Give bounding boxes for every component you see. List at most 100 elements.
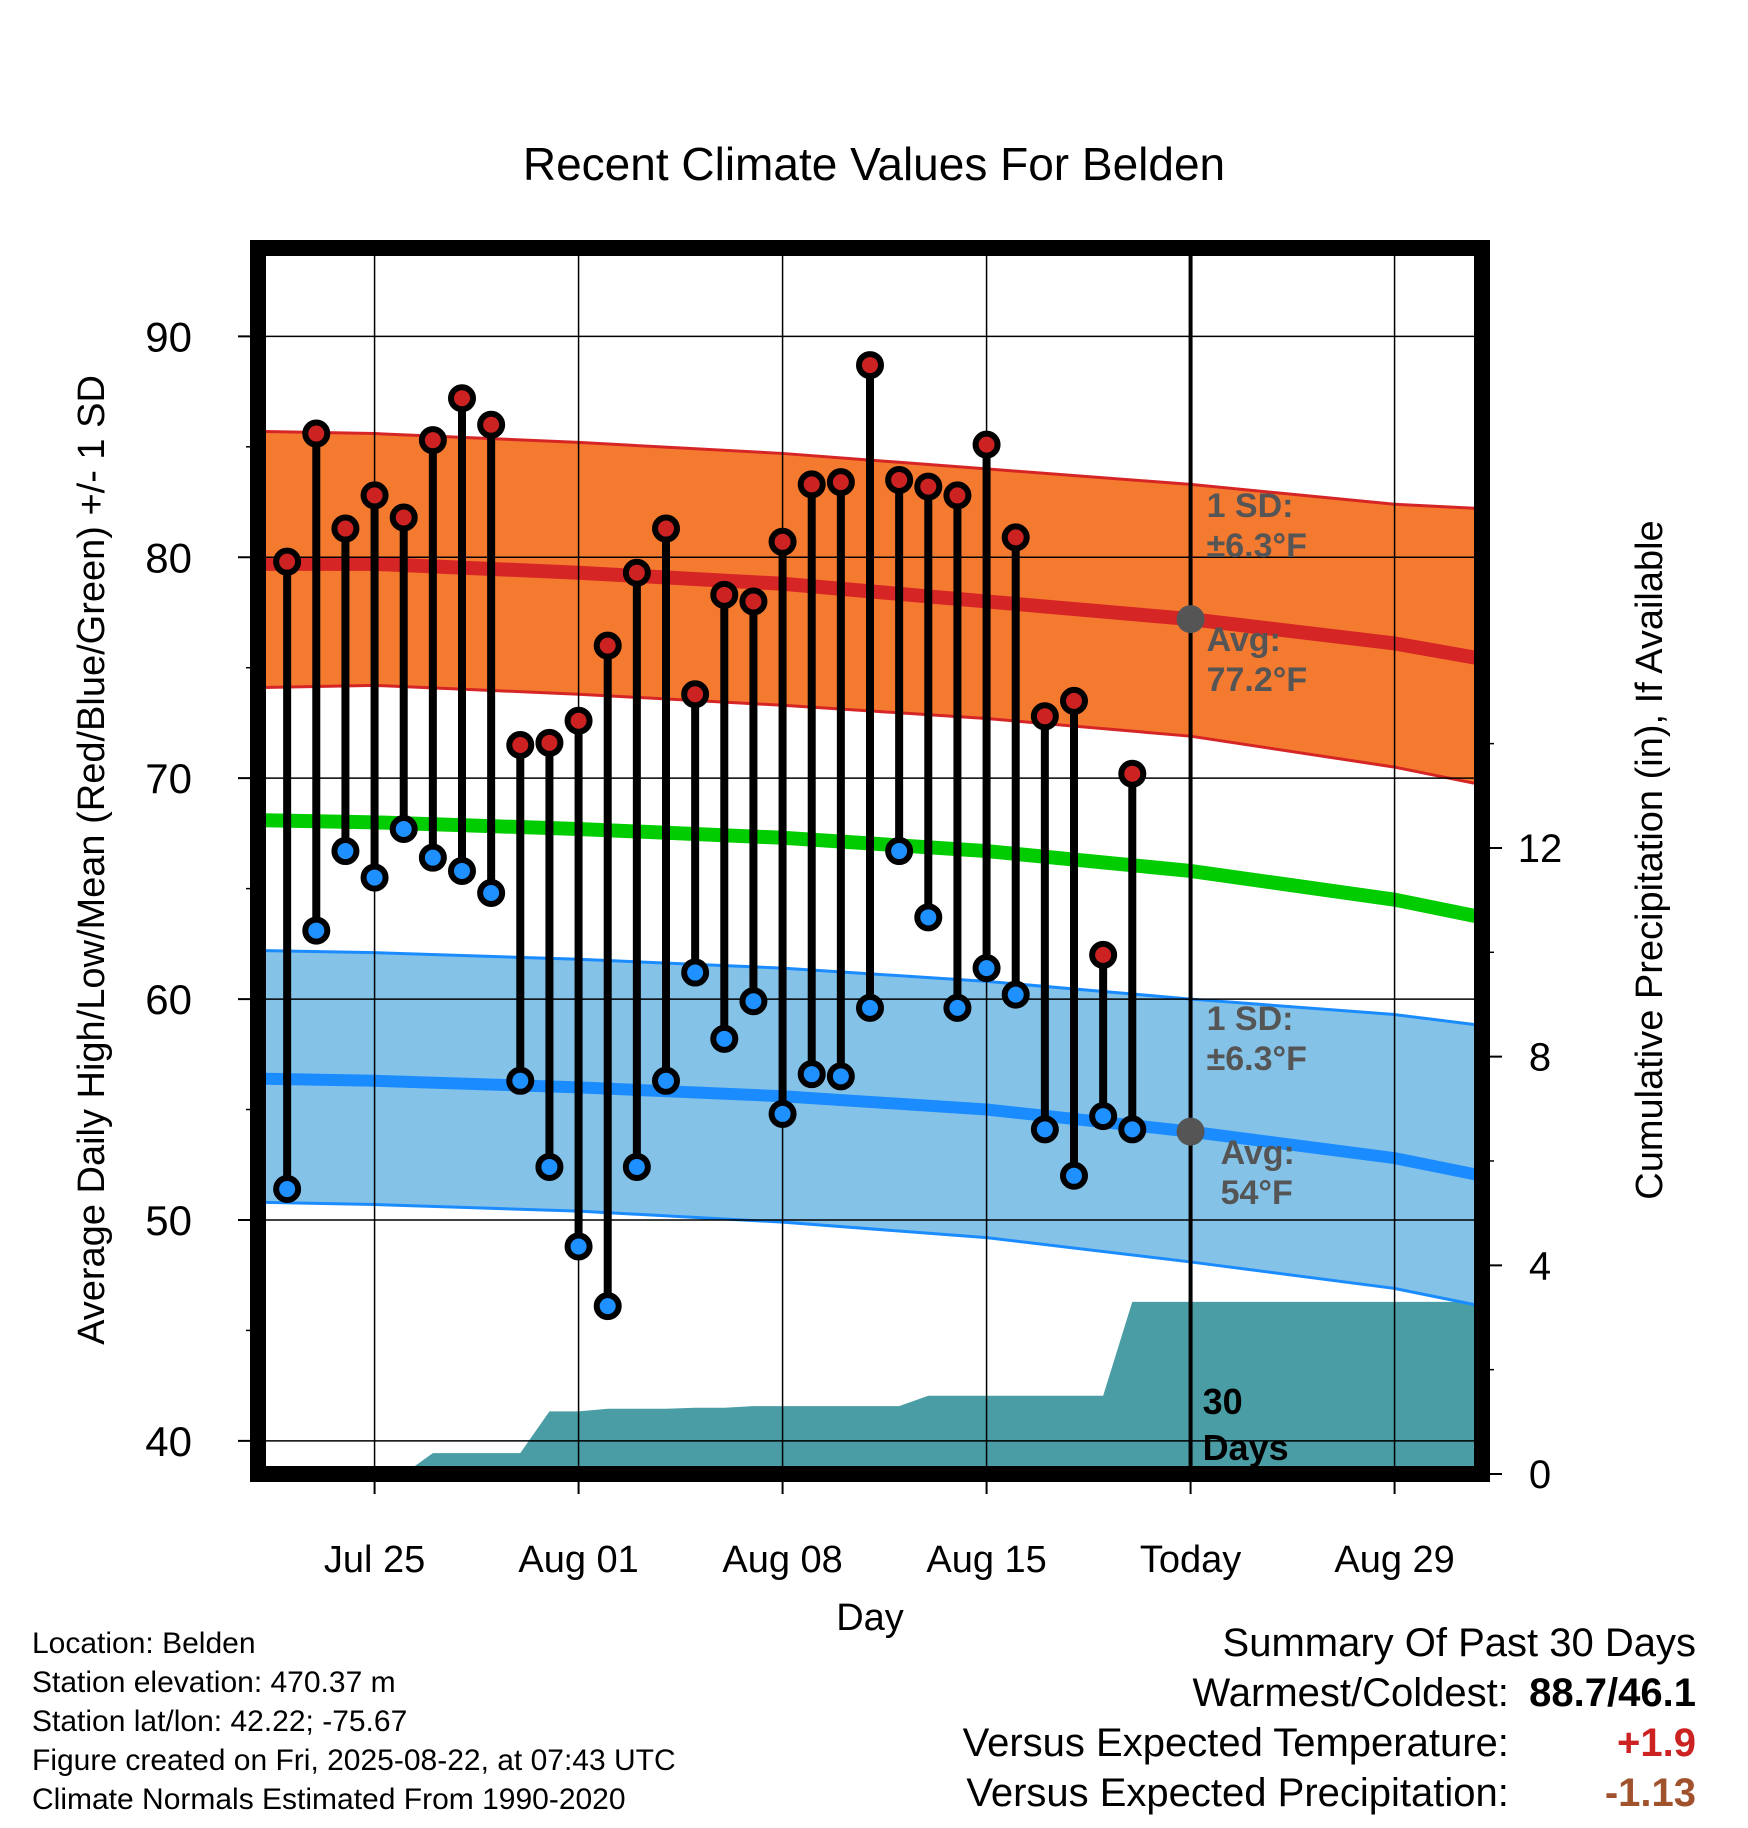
x-tick-label: Today bbox=[1140, 1539, 1241, 1581]
low-sd-annotation-line: 1 SD: bbox=[1207, 1000, 1294, 1038]
daily-high-point bbox=[535, 728, 564, 757]
high-normal-line bbox=[258, 556, 1482, 666]
daily-low-point bbox=[1001, 980, 1030, 1009]
daily-high-point bbox=[739, 587, 768, 616]
daily-low-point bbox=[972, 954, 1001, 983]
daily-high-point bbox=[360, 481, 389, 510]
daily-low-point bbox=[652, 1066, 680, 1095]
window-days-label: 30 Days bbox=[1203, 1381, 1289, 1468]
low-avg-annotation: Avg: 54°F bbox=[1221, 1134, 1295, 1212]
temp-row: Versus Expected Temperature: +1.9 bbox=[963, 1718, 1696, 1768]
y2-axis-label: Cumulative Precipitation (in), If Availa… bbox=[1629, 520, 1671, 1199]
high-avg-annotation-line: Avg: bbox=[1207, 621, 1281, 659]
daily-low-point bbox=[856, 993, 884, 1022]
daily-high-point bbox=[826, 468, 855, 497]
precip-area bbox=[287, 1301, 1482, 1474]
daily-low-point bbox=[1118, 1115, 1147, 1144]
low-sd-band-lower-edge bbox=[258, 1200, 1482, 1308]
daily-low-point bbox=[331, 837, 360, 866]
daily-high-point bbox=[1060, 686, 1088, 715]
x-tick-label: Aug 15 bbox=[926, 1539, 1046, 1581]
daily-low-point bbox=[360, 863, 389, 892]
daily-high-point bbox=[681, 680, 710, 709]
daily-high-point bbox=[943, 481, 972, 510]
daily-high-point bbox=[1030, 702, 1059, 731]
daily-high-point bbox=[273, 547, 302, 576]
y-tick-label: 90 bbox=[145, 313, 192, 360]
temp-label: Versus Expected Temperature: bbox=[962, 1721, 1509, 1765]
window-days-label-line: Days bbox=[1203, 1427, 1289, 1468]
low-avg-annotation-line: Avg: bbox=[1221, 1134, 1295, 1172]
high-sd-annotation-line: 1 SD: bbox=[1207, 487, 1294, 525]
daily-high-point bbox=[448, 384, 476, 413]
daily-low-point bbox=[418, 843, 447, 872]
temp-value: +1.9 bbox=[1617, 1721, 1696, 1765]
x-tick-label: Aug 08 bbox=[722, 1539, 842, 1581]
location-text: Location: Belden bbox=[32, 1627, 256, 1660]
daily-high-point bbox=[302, 419, 331, 448]
daily-high-point bbox=[768, 527, 797, 556]
daily-high-point bbox=[652, 514, 680, 543]
low-sd-annotation-line: ±6.3°F bbox=[1207, 1040, 1307, 1078]
daily-high-point bbox=[506, 731, 535, 760]
daily-low-point bbox=[477, 879, 506, 908]
high-sd-annotation: 1 SD: ±6.3°F bbox=[1207, 487, 1307, 565]
daily-low-point bbox=[943, 993, 972, 1022]
precip-label: Versus Expected Precipitation: bbox=[966, 1771, 1509, 1815]
y2-tick-label: 12 bbox=[1518, 827, 1563, 871]
daily-low-point bbox=[710, 1024, 739, 1053]
warm-cold-row: Warmest/Coldest: 88.7/46.1 bbox=[963, 1668, 1697, 1718]
daily-low-point bbox=[885, 837, 914, 866]
daily-low-point bbox=[768, 1099, 797, 1128]
daily-high-point bbox=[1001, 523, 1030, 552]
daily-high-point bbox=[418, 426, 447, 455]
high-avg-annotation: Avg: 77.2°F bbox=[1207, 621, 1308, 699]
warm-cold-value: 88.7/46.1 bbox=[1529, 1671, 1696, 1715]
y-tick-label: 60 bbox=[145, 976, 192, 1023]
summary-heading: Summary Of Past 30 Days bbox=[1222, 1621, 1696, 1665]
latlon-text: Station lat/lon: 42.22; -75.67 bbox=[32, 1705, 408, 1738]
today-high-normal-point bbox=[1176, 605, 1205, 634]
y-tick-label: 80 bbox=[145, 534, 192, 581]
low-sd-band bbox=[258, 950, 1482, 1307]
high-sd-annotation-line: ±6.3°F bbox=[1207, 527, 1307, 565]
precip-value: -1.13 bbox=[1604, 1771, 1696, 1815]
daily-low-point bbox=[681, 958, 710, 987]
low-sd-band-upper-edge bbox=[258, 948, 1482, 1028]
y2-tick-label: 0 bbox=[1529, 1453, 1551, 1497]
station-info: Location: Belden Station elevation: 470.… bbox=[32, 1624, 676, 1819]
created-text: Figure created on Fri, 2025-08-22, at 07… bbox=[32, 1744, 676, 1777]
y2-tick-label: 4 bbox=[1529, 1244, 1551, 1288]
daily-high-point bbox=[856, 351, 884, 380]
high-sd-band-upper-edge bbox=[258, 429, 1482, 511]
daily-high-point bbox=[797, 470, 826, 499]
x-tick-label: Aug 29 bbox=[1334, 1539, 1454, 1581]
daily-low-point bbox=[564, 1232, 593, 1261]
plot-frame bbox=[250, 240, 1490, 1482]
y2-tick-label: 8 bbox=[1529, 1036, 1551, 1080]
daily-low-point bbox=[739, 987, 768, 1016]
daily-high-point bbox=[710, 580, 739, 609]
y-tick-label: 70 bbox=[145, 755, 192, 802]
high-avg-annotation-line: 77.2°F bbox=[1207, 661, 1308, 699]
daily-high-point bbox=[885, 465, 914, 494]
daily-low-point bbox=[622, 1152, 651, 1181]
daily-high-point bbox=[622, 558, 651, 587]
daily-high-point bbox=[389, 503, 418, 532]
x-axis-label: Day bbox=[836, 1597, 904, 1639]
low-normal-line bbox=[258, 1072, 1482, 1182]
summary-panel: Summary Of Past 30 Days Warmest/Coldest:… bbox=[963, 1618, 1696, 1818]
daily-high-point bbox=[564, 706, 593, 735]
daily-low-point bbox=[826, 1062, 855, 1091]
y-tick-label: 40 bbox=[145, 1418, 192, 1465]
daily-low-point bbox=[302, 916, 331, 945]
x-tick-label: Jul 25 bbox=[324, 1539, 425, 1581]
daily-low-point bbox=[797, 1060, 826, 1089]
daily-high-point bbox=[593, 631, 622, 660]
window-days-label-line: 30 bbox=[1203, 1381, 1243, 1422]
daily-low-point bbox=[1089, 1102, 1118, 1131]
daily-low-point bbox=[593, 1292, 622, 1321]
daily-low-point bbox=[389, 814, 418, 843]
y-axis-label: Average Daily High/Low/Mean (Red/Blue/Gr… bbox=[71, 375, 113, 1345]
